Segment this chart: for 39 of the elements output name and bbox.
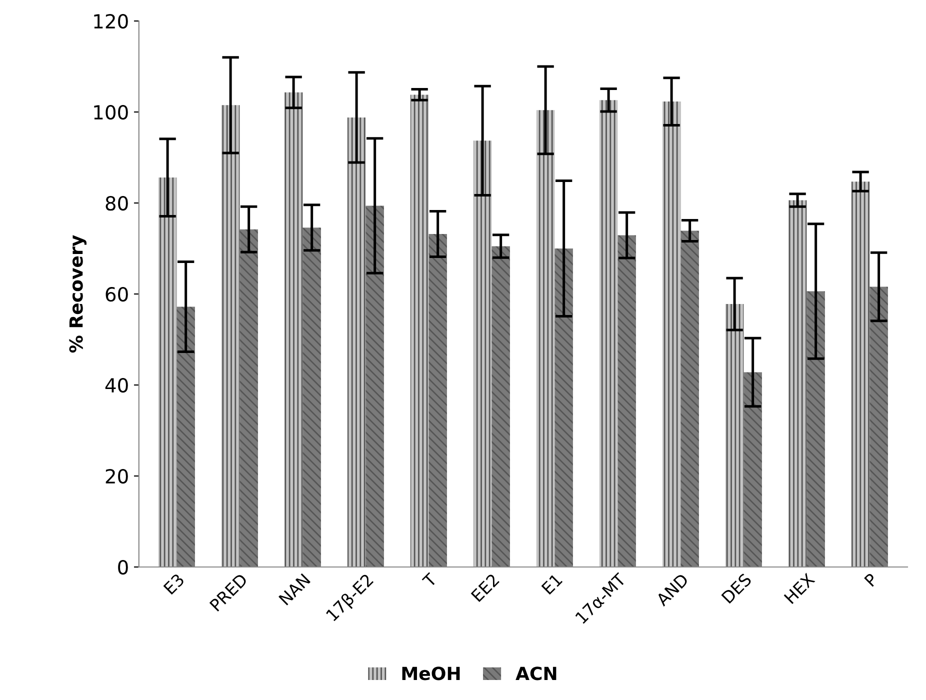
bar — [347, 117, 366, 567]
bar — [428, 234, 447, 567]
bar — [302, 228, 321, 567]
bar — [870, 286, 888, 567]
x-tick-label: E1 — [541, 573, 563, 595]
y-tick-label: 40 — [105, 378, 128, 393]
bar — [176, 306, 195, 567]
x-tick-label: EE2 — [470, 573, 500, 602]
bar — [473, 140, 492, 567]
bar — [618, 235, 636, 567]
bar — [662, 102, 681, 567]
y-tick-label: 20 — [106, 468, 128, 484]
bar — [680, 230, 699, 567]
y-tick-label: 0 — [118, 560, 128, 575]
y-axis-title: % Recovery — [69, 235, 87, 353]
bar — [851, 182, 870, 567]
bar — [806, 291, 825, 567]
legend-label: ACN — [516, 666, 556, 680]
x-tick-label: T — [422, 572, 438, 588]
bar — [366, 206, 384, 567]
bar — [788, 200, 807, 567]
legend-label: MeOH — [402, 666, 460, 680]
bar — [284, 92, 303, 567]
bar — [725, 304, 744, 567]
bar — [221, 105, 240, 567]
bar — [410, 94, 429, 567]
bar — [492, 246, 510, 567]
bar — [744, 372, 762, 567]
bar — [158, 178, 177, 567]
x-tick-label: E3 — [163, 573, 185, 595]
y-tick-label: 100 — [94, 104, 128, 120]
y-tick-label: 80 — [106, 196, 128, 211]
bar — [554, 248, 573, 567]
bar — [240, 229, 258, 567]
bar — [599, 100, 618, 567]
y-tick-label: 60 — [106, 286, 128, 302]
x-tick-label: P — [864, 572, 878, 587]
bar — [536, 110, 555, 567]
y-tick-label: 120 — [94, 14, 128, 29]
